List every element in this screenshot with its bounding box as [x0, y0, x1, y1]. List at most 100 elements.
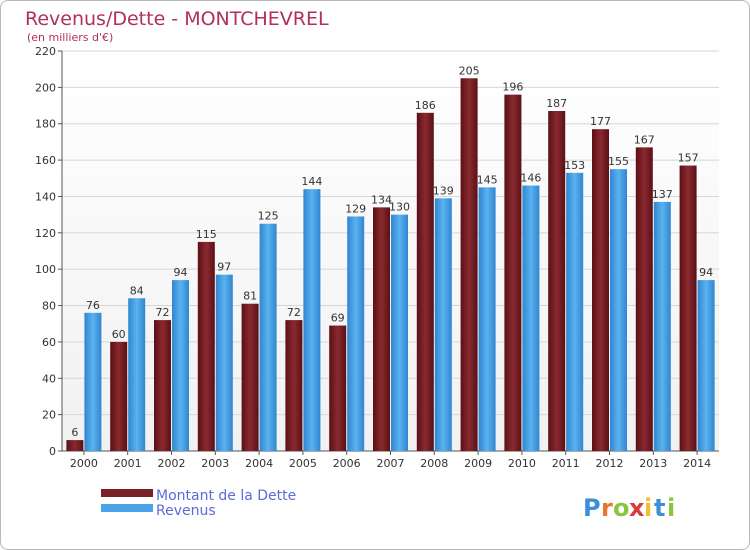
- x-tick-label: 2007: [377, 457, 405, 470]
- x-tick-label: 2000: [70, 457, 98, 470]
- bar-revenus: [128, 298, 146, 451]
- logo-letter: i: [644, 494, 652, 522]
- bar-debt: [548, 111, 566, 451]
- bar-revenus: [172, 280, 189, 451]
- value-label-debt: 60: [112, 328, 126, 341]
- bar-debt: [329, 325, 347, 451]
- y-tick-label: 100: [35, 263, 56, 276]
- x-axis-ticks: 2000 2001 2002 2003 2004 2005 2006 2007 2008 2009…: [70, 451, 711, 470]
- bar-debt: [66, 440, 84, 451]
- bar-revenus: [347, 216, 365, 451]
- bar-revenus: [610, 169, 627, 451]
- bar-debt: [373, 207, 390, 451]
- logo-letter: o: [613, 494, 630, 522]
- x-tick-label: 2011: [552, 457, 580, 470]
- x-tick-label: 2012: [596, 457, 624, 470]
- bar-debt: [285, 320, 303, 451]
- x-tick-label: 2001: [114, 457, 142, 470]
- y-tick-label: 60: [42, 336, 56, 349]
- bar-revenus: [522, 185, 540, 451]
- value-label-revenus: 145: [477, 173, 498, 186]
- y-tick-label: 220: [35, 45, 56, 58]
- bar-debt: [241, 303, 259, 451]
- bar-debt: [504, 94, 522, 452]
- bar-revenus: [259, 223, 277, 451]
- y-tick-label: 120: [35, 227, 56, 240]
- value-label-debt: 134: [371, 193, 392, 206]
- bar-debt: [635, 147, 653, 451]
- x-tick-label: 2006: [333, 457, 361, 470]
- value-label-debt: 6: [71, 426, 78, 439]
- y-tick-label: 160: [35, 154, 56, 167]
- y-tick-label: 180: [35, 118, 56, 131]
- chart-subtitle: (en milliers d'€): [27, 31, 113, 44]
- value-label-revenus: 94: [699, 266, 713, 279]
- value-label-revenus: 155: [608, 155, 629, 168]
- y-tick-label: 200: [35, 81, 56, 94]
- value-label-revenus: 153: [564, 159, 585, 172]
- bar-revenus: [478, 187, 496, 451]
- value-label-revenus: 84: [130, 284, 144, 297]
- y-tick-label: 140: [35, 190, 56, 203]
- x-tick-label: 2002: [158, 457, 186, 470]
- bar-debt: [154, 320, 171, 451]
- y-tick-label: 0: [49, 445, 56, 458]
- bar-revenus: [434, 198, 452, 451]
- value-label-debt: 196: [502, 81, 523, 94]
- value-label-debt: 69: [331, 312, 345, 325]
- value-label-debt: 81: [243, 290, 257, 303]
- value-label-revenus: 139: [433, 184, 454, 197]
- value-label-revenus: 76: [86, 299, 100, 312]
- legend-swatch-revenus: [101, 504, 153, 512]
- y-tick-label: 80: [42, 300, 56, 313]
- bar-revenus: [566, 172, 584, 451]
- logo-letter: t: [654, 494, 665, 522]
- legend-item-debt: Montant de la Dette: [101, 488, 296, 504]
- bar-revenus: [303, 189, 321, 451]
- x-tick-label: 2008: [420, 457, 448, 470]
- legend-label-debt: Montant de la Dette: [156, 488, 296, 504]
- plot-area: [62, 51, 719, 451]
- value-label-revenus: 125: [258, 210, 279, 223]
- chart-title: Revenus/Dette - MONTCHEVREL: [25, 8, 329, 30]
- bar-debt: [592, 129, 609, 451]
- bar-revenus: [697, 280, 715, 451]
- legend-item-revenus: Revenus: [101, 503, 216, 519]
- logo-letter: r: [601, 494, 613, 522]
- bar-debt: [460, 78, 478, 451]
- bar-revenus: [215, 274, 233, 451]
- value-label-debt: 115: [196, 228, 217, 241]
- bar-revenus: [84, 312, 102, 451]
- value-label-debt: 177: [590, 115, 611, 128]
- y-axis-ticks: 0 20 40 60 80 100 120 140 160 180 200 220: [35, 45, 62, 458]
- legend-label-revenus: Revenus: [156, 503, 216, 519]
- value-label-revenus: 137: [652, 188, 673, 201]
- plot-background: [62, 51, 719, 451]
- y-tick-label: 20: [42, 409, 56, 422]
- value-label-revenus: 97: [217, 261, 231, 274]
- y-tick-label: 40: [42, 372, 56, 385]
- value-label-debt: 186: [415, 99, 436, 112]
- value-label-revenus: 146: [520, 172, 541, 185]
- grid-lines: [62, 50, 719, 416]
- x-tick-label: 2014: [683, 457, 711, 470]
- bar-debt: [679, 165, 697, 451]
- bar-debt: [416, 112, 434, 452]
- value-label-debt: 167: [634, 133, 655, 146]
- logo-letter: P: [583, 494, 601, 522]
- logo-letter: i: [667, 494, 675, 522]
- bar-revenus: [391, 214, 408, 451]
- value-label-debt: 72: [156, 306, 170, 319]
- x-tick-label: 2010: [508, 457, 536, 470]
- bar-revenus: [653, 201, 671, 451]
- legend-swatch-debt: [101, 489, 153, 497]
- x-tick-label: 2004: [245, 457, 273, 470]
- value-label-revenus: 94: [174, 266, 188, 279]
- value-label-debt: 187: [546, 97, 567, 110]
- value-label-debt: 157: [678, 152, 699, 165]
- value-label-debt: 205: [459, 64, 480, 77]
